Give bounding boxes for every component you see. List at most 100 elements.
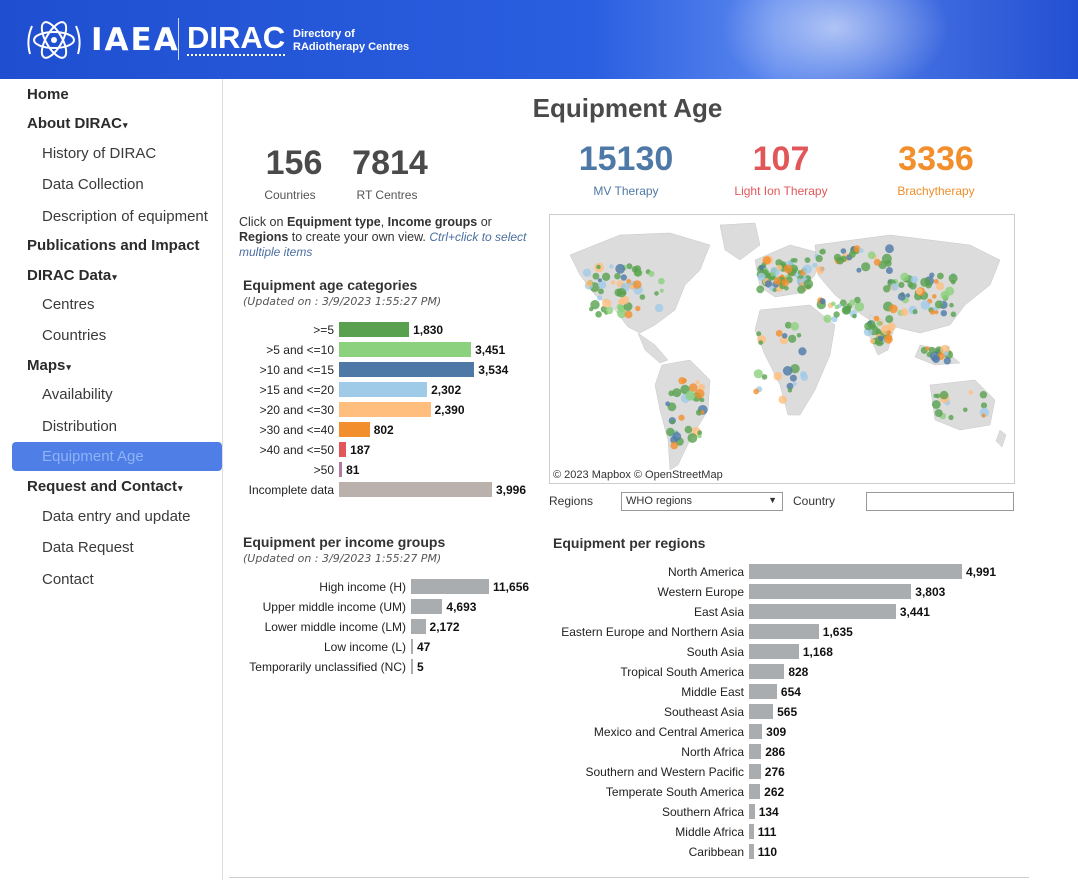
bar[interactable] bbox=[749, 844, 754, 859]
nav-countries[interactable]: Countries bbox=[42, 327, 107, 344]
iaea-logo-icon[interactable] bbox=[24, 14, 84, 66]
bar[interactable] bbox=[749, 784, 761, 799]
kpi-ion-value[interactable]: 107 bbox=[752, 140, 810, 178]
map-centre-dot[interactable] bbox=[861, 262, 871, 272]
map-centre-dot[interactable] bbox=[595, 311, 602, 318]
map-centre-dot[interactable] bbox=[781, 279, 789, 287]
map-centre-dot[interactable] bbox=[883, 285, 891, 293]
nav-history[interactable]: History of DIRAC bbox=[42, 145, 157, 162]
map-centre-dot[interactable] bbox=[684, 425, 693, 434]
bar-label[interactable]: >10 and <=15 bbox=[259, 363, 334, 377]
map-centre-dot[interactable] bbox=[605, 306, 614, 315]
map-centre-dot[interactable] bbox=[639, 294, 646, 300]
map-centre-dot[interactable] bbox=[670, 441, 678, 450]
map-centre-dot[interactable] bbox=[831, 316, 838, 323]
kpi-brachy-value[interactable]: 3336 bbox=[898, 140, 974, 178]
map-centre-dot[interactable] bbox=[933, 279, 939, 284]
map-centre-dot[interactable] bbox=[616, 288, 627, 298]
nav-maps[interactable]: Maps▾ bbox=[27, 357, 71, 374]
bar-label[interactable]: East Asia bbox=[693, 605, 744, 619]
bar[interactable] bbox=[749, 644, 799, 659]
map-centre-dot[interactable] bbox=[819, 248, 826, 255]
map-centre-dot[interactable] bbox=[596, 264, 601, 270]
bar[interactable] bbox=[749, 804, 755, 819]
map-centre-dot[interactable] bbox=[697, 433, 702, 439]
map-centre-dot[interactable] bbox=[592, 272, 600, 280]
map-centre-dot[interactable] bbox=[936, 282, 944, 291]
map-centre-dot[interactable] bbox=[943, 357, 951, 365]
map-centre-dot[interactable] bbox=[790, 364, 800, 374]
map-centre-dot[interactable] bbox=[873, 258, 881, 266]
map-centre-dot[interactable] bbox=[980, 402, 988, 409]
map-centre-dot[interactable] bbox=[700, 410, 705, 415]
map-centre-dot[interactable] bbox=[805, 284, 812, 290]
map-centre-dot[interactable] bbox=[598, 288, 604, 295]
kpi-mv-value[interactable]: 15130 bbox=[578, 140, 674, 178]
map-centre-dot[interactable] bbox=[681, 378, 687, 384]
bar-label[interactable]: North America bbox=[667, 565, 744, 579]
bar-label[interactable]: Eastern Europe and Northern Asia bbox=[561, 625, 744, 639]
map-centre-dot[interactable] bbox=[853, 245, 861, 253]
map-centre-dot[interactable] bbox=[932, 294, 937, 299]
map-centre-dot[interactable] bbox=[856, 267, 862, 273]
map-centre-dot[interactable] bbox=[758, 340, 764, 345]
map-centre-dot[interactable] bbox=[840, 248, 847, 254]
bar[interactable] bbox=[339, 322, 410, 337]
map-centre-dot[interactable] bbox=[932, 355, 940, 364]
centre-dots[interactable] bbox=[582, 244, 990, 450]
map-centre-dot[interactable] bbox=[900, 308, 909, 317]
map-centre-dot[interactable] bbox=[598, 280, 607, 289]
map-centre-dot[interactable] bbox=[694, 389, 705, 399]
map-centre-dot[interactable] bbox=[617, 308, 627, 319]
map-centre-dot[interactable] bbox=[909, 282, 917, 290]
bar-label[interactable]: North Africa bbox=[681, 745, 744, 759]
bar-label[interactable]: South Asia bbox=[686, 645, 744, 659]
bar-label[interactable]: Southeast Asia bbox=[663, 705, 744, 719]
map-centre-dot[interactable] bbox=[609, 264, 614, 269]
map-centre-dot[interactable] bbox=[943, 351, 949, 356]
bar[interactable] bbox=[749, 824, 754, 839]
map-centre-dot[interactable] bbox=[929, 272, 935, 278]
map-centre-dot[interactable] bbox=[753, 388, 760, 395]
map-centre-dot[interactable] bbox=[633, 268, 642, 277]
map-centre-dot[interactable] bbox=[629, 284, 635, 290]
bar-label[interactable]: Lower middle income (LM) bbox=[264, 620, 406, 634]
map-centre-dot[interactable] bbox=[610, 280, 616, 285]
map-centre-dot[interactable] bbox=[792, 381, 797, 386]
map-centre-dot[interactable] bbox=[798, 347, 807, 356]
map-centre-dot[interactable] bbox=[764, 280, 773, 288]
map-centre-dot[interactable] bbox=[926, 278, 931, 283]
bar[interactable] bbox=[339, 402, 431, 417]
map-centre-dot[interactable] bbox=[658, 277, 665, 285]
bar[interactable] bbox=[411, 619, 426, 634]
map-centre-dot[interactable] bbox=[770, 271, 775, 277]
map-centre-dot[interactable] bbox=[624, 310, 633, 319]
bar-label[interactable]: Southern Africa bbox=[661, 805, 744, 819]
map-centre-dot[interactable] bbox=[979, 391, 988, 399]
map-centre-dot[interactable] bbox=[931, 400, 941, 409]
map-centre-dot[interactable] bbox=[950, 311, 957, 318]
bar-label[interactable]: Mexico and Central America bbox=[593, 725, 744, 739]
map-centre-dot[interactable] bbox=[589, 306, 594, 312]
map-centre-dot[interactable] bbox=[695, 380, 700, 385]
bar-label[interactable]: >15 and <=20 bbox=[259, 383, 334, 397]
map-centre-dot[interactable] bbox=[761, 374, 768, 380]
map-centre-dot[interactable] bbox=[935, 393, 941, 399]
map-centre-dot[interactable] bbox=[840, 255, 847, 262]
map-centre-dot[interactable] bbox=[776, 264, 783, 271]
map-centre-dot[interactable] bbox=[614, 273, 621, 280]
map-centre-dot[interactable] bbox=[887, 322, 896, 331]
nav-distribution[interactable]: Distribution bbox=[42, 418, 118, 435]
nav-description-of-equipment[interactable]: Description of equipment bbox=[42, 208, 208, 225]
map-centre-dot[interactable] bbox=[632, 280, 642, 289]
map-centre-dot[interactable] bbox=[945, 286, 955, 296]
map-centre-dot[interactable] bbox=[854, 296, 861, 304]
nav-contact[interactable]: Contact bbox=[42, 571, 94, 588]
map-centre-dot[interactable] bbox=[881, 253, 892, 264]
bar[interactable] bbox=[339, 462, 343, 477]
map-centre-dot[interactable] bbox=[620, 274, 627, 281]
map-centre-dot[interactable] bbox=[889, 304, 898, 314]
nav-dirac-data[interactable]: DIRAC Data▾ bbox=[27, 267, 117, 284]
bar[interactable] bbox=[749, 664, 785, 679]
map-centre-dot[interactable] bbox=[784, 321, 792, 329]
